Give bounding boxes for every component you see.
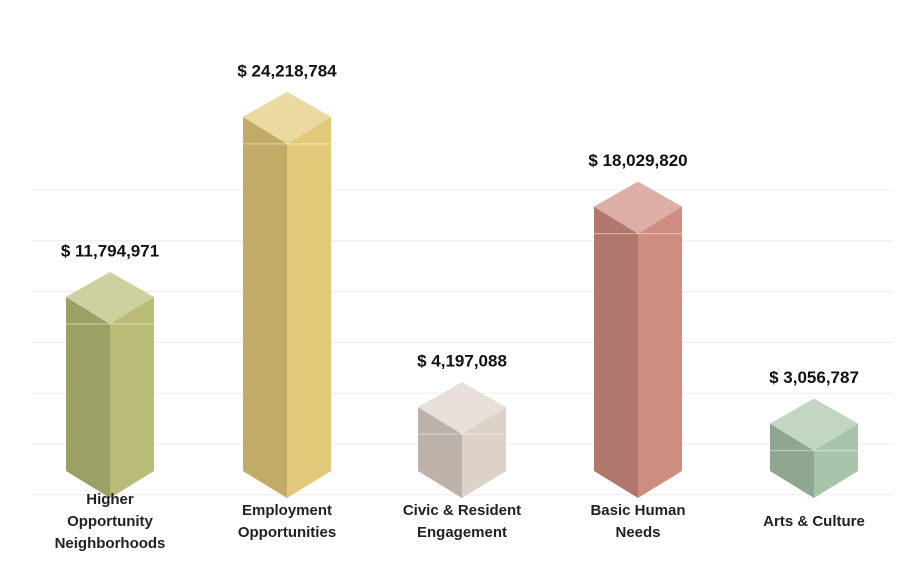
bar-top-light — [594, 181, 682, 234]
category-label: Civic & Resident — [403, 502, 521, 519]
bar-top-light — [418, 382, 506, 435]
bar-left-face — [770, 423, 814, 498]
value-label: $ 4,197,088 — [417, 352, 507, 371]
bar-top-face — [66, 271, 154, 324]
bar-top-light — [66, 271, 154, 324]
bar-left-shade — [594, 206, 638, 498]
category-label: Opportunity — [67, 513, 153, 530]
bar-right-face — [814, 423, 858, 498]
bar-left-shade — [418, 407, 462, 498]
bar-left-face — [66, 296, 110, 498]
bar-top-face — [770, 398, 858, 451]
bar-top-light — [770, 398, 858, 451]
bar-left-shade — [243, 116, 287, 498]
value-label: $ 18,029,820 — [588, 151, 687, 170]
bar-left-face — [243, 116, 287, 498]
bar-left-shade — [66, 296, 110, 498]
bar-right-face — [110, 296, 154, 498]
bar-right-face — [462, 407, 506, 498]
category-label: Neighborhoods — [55, 535, 166, 552]
category-label: Needs — [615, 524, 660, 541]
category-label: Basic Human — [590, 502, 685, 519]
category-label: Arts & Culture — [763, 513, 865, 530]
category-label: Employment — [242, 502, 332, 519]
bar-right-face — [638, 206, 682, 498]
category-label: Opportunities — [238, 524, 336, 541]
bar-top-face — [418, 382, 506, 435]
value-label: $ 24,218,784 — [237, 61, 337, 80]
bar-left-face — [418, 407, 462, 498]
bar-left-face — [594, 206, 638, 498]
bar-right-face — [287, 116, 331, 498]
bar-top-light — [243, 91, 331, 144]
value-label: $ 11,794,971 — [61, 241, 159, 260]
bar-top-face — [243, 91, 331, 144]
bar-top-face — [594, 181, 682, 234]
bar-left-shade — [770, 423, 814, 498]
value-label: $ 3,056,787 — [769, 368, 859, 387]
category-label: Higher — [86, 491, 134, 508]
category-label: Engagement — [417, 524, 507, 541]
